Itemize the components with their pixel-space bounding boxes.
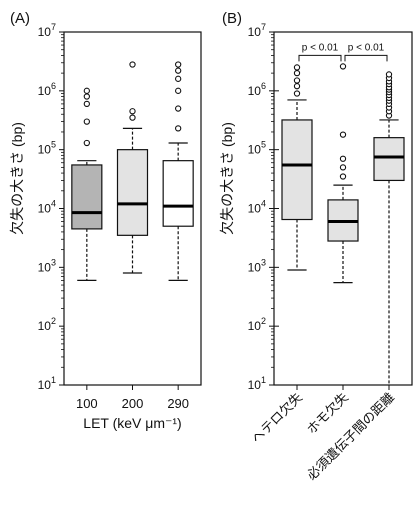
- y-tick-exponent: 5: [51, 140, 56, 150]
- box-2: [116, 61, 149, 274]
- y-tick-exponent: 5: [261, 140, 266, 150]
- outlier-point: [175, 67, 182, 74]
- outlier-point: [83, 93, 90, 100]
- y-tick-base: 10: [38, 260, 52, 274]
- y-axis-label: 欠失の大きさ (bp): [219, 122, 235, 235]
- y-tick-label: 104: [248, 199, 266, 216]
- y-tick-exponent: 3: [51, 257, 56, 267]
- y-tick-exponent: 7: [51, 22, 56, 32]
- y-tick-label: 107: [248, 22, 266, 39]
- y-tick-base: 10: [38, 202, 52, 216]
- y-tick-exponent: 4: [261, 199, 266, 209]
- y-tick-exponent: 6: [51, 81, 56, 91]
- outlier-point: [83, 118, 90, 125]
- x-category-label: 100: [76, 396, 98, 411]
- y-tick-label: 102: [248, 316, 266, 333]
- y-tick-exponent: 2: [51, 316, 56, 326]
- x-category-label: 290: [167, 396, 189, 411]
- y-tick-label: 105: [248, 140, 266, 157]
- y-tick-label: 105: [38, 140, 56, 157]
- outlier-point: [339, 164, 347, 171]
- outlier-point: [129, 61, 136, 68]
- outlier-point: [83, 100, 90, 108]
- iqr-box: [373, 137, 405, 182]
- y-tick-exponent: 4: [51, 199, 56, 209]
- outlier-point: [293, 69, 301, 77]
- y-tick-label: 106: [38, 81, 56, 98]
- outlier-point: [339, 155, 347, 162]
- y-tick-base: 10: [38, 84, 52, 98]
- y-tick-base: 10: [248, 378, 262, 392]
- y-tick-exponent: 6: [261, 81, 266, 91]
- y-tick-base: 10: [248, 143, 262, 157]
- box-3: [373, 71, 405, 385]
- y-tick-base: 10: [38, 25, 52, 39]
- y-tick-base: 10: [38, 143, 52, 157]
- x-category-label: ヘテロ欠失: [249, 390, 306, 447]
- y-tick-label: 107: [38, 22, 56, 39]
- y-tick-exponent: 1: [261, 375, 266, 385]
- y-tick-base: 10: [248, 202, 262, 216]
- outlier-point: [339, 173, 347, 180]
- y-tick-base: 10: [248, 260, 262, 274]
- box-1: [281, 64, 313, 271]
- iqr-box: [162, 160, 194, 227]
- y-tick-base: 10: [38, 319, 52, 333]
- y-tick-label: 104: [38, 199, 56, 216]
- outlier-point: [129, 114, 136, 121]
- x-axis-label: LET (keV μm⁻¹): [83, 415, 181, 431]
- y-axis-label: 欠失の大きさ (bp): [9, 122, 25, 235]
- outlier-point: [293, 64, 301, 71]
- iqr-box: [281, 119, 313, 221]
- box-3: [162, 61, 194, 281]
- outlier-point: [83, 87, 90, 94]
- outlier-point: [129, 108, 136, 115]
- outlier-point: [385, 71, 393, 78]
- box-2: [327, 63, 359, 284]
- y-tick-base: 10: [248, 319, 262, 333]
- outlier-point: [175, 75, 182, 82]
- y-tick-exponent: 1: [51, 375, 56, 385]
- panel-label: (A): [10, 10, 30, 27]
- y-tick-exponent: 7: [261, 22, 266, 32]
- outlier-point: [339, 131, 347, 138]
- outlier-point: [175, 105, 182, 112]
- x-category-label: 200: [122, 396, 144, 411]
- x-category-label: 必須遺伝子間の距離: [304, 390, 397, 483]
- y-tick-exponent: 2: [261, 316, 266, 326]
- outlier-point: [175, 61, 182, 68]
- iqr-box: [116, 149, 149, 236]
- significance-bracket: [298, 54, 342, 62]
- y-tick-label: 106: [248, 81, 266, 98]
- outlier-point: [175, 125, 182, 132]
- outlier-point: [175, 87, 182, 94]
- outlier-point: [293, 83, 301, 90]
- x-category-label: ホモ欠失: [304, 390, 351, 437]
- significance-label: p < 0.01: [302, 42, 339, 53]
- outlier-point: [339, 63, 347, 70]
- significance-label: p < 0.01: [348, 42, 385, 53]
- outlier-point: [293, 90, 301, 97]
- y-tick-exponent: 3: [261, 257, 266, 267]
- outlier-point: [293, 77, 301, 84]
- panel-label: (B): [222, 10, 242, 27]
- y-tick-base: 10: [248, 84, 262, 98]
- iqr-box: [71, 164, 103, 230]
- y-tick-label: 101: [248, 375, 266, 392]
- significance-bracket: [344, 54, 388, 62]
- y-tick-label: 103: [248, 257, 266, 274]
- box-1: [71, 87, 103, 281]
- y-tick-label: 103: [38, 257, 56, 274]
- y-tick-label: 102: [38, 316, 56, 333]
- y-tick-base: 10: [38, 378, 52, 392]
- y-tick-base: 10: [248, 25, 262, 39]
- outlier-point: [83, 139, 90, 147]
- y-tick-label: 101: [38, 375, 56, 392]
